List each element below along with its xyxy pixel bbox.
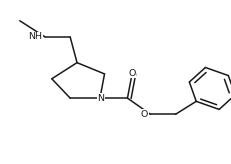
Text: NH: NH xyxy=(28,32,42,41)
Text: O: O xyxy=(140,110,147,119)
Text: N: N xyxy=(97,94,104,103)
Text: O: O xyxy=(128,69,135,78)
